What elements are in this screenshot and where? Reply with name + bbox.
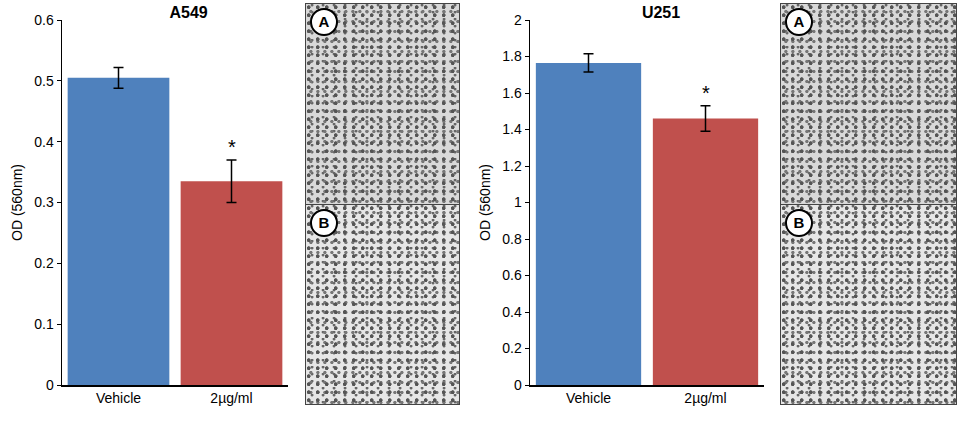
svg-text:0: 0 <box>46 377 54 393</box>
svg-text:0.6: 0.6 <box>502 267 522 283</box>
svg-text:A549: A549 <box>169 4 207 21</box>
svg-text:*: * <box>228 136 236 158</box>
svg-text:0: 0 <box>514 377 522 393</box>
svg-text:0.8: 0.8 <box>502 231 522 247</box>
svg-text:1.6: 1.6 <box>502 85 522 101</box>
svg-text:2µg/ml: 2µg/ml <box>210 390 252 406</box>
svg-text:*: * <box>702 82 710 104</box>
html-text:A: A <box>318 13 330 30</box>
svg-text:1.2: 1.2 <box>502 158 522 174</box>
svg-text:Vehicle: Vehicle <box>96 390 141 406</box>
svg-text:0.2: 0.2 <box>502 340 522 356</box>
svg-text:0.3: 0.3 <box>34 194 54 210</box>
svg-text:0.4: 0.4 <box>34 134 54 150</box>
svg-text:0.4: 0.4 <box>502 304 522 320</box>
html-text:A: A <box>793 13 805 30</box>
svg-text:0.5: 0.5 <box>34 73 54 89</box>
svg-text:0.6: 0.6 <box>34 12 54 28</box>
svg-text:1.8: 1.8 <box>502 48 522 64</box>
html-text:B: B <box>793 214 805 231</box>
svg-text:U251: U251 <box>642 4 680 21</box>
svg-text:0.2: 0.2 <box>34 255 54 271</box>
svg-text:OD (560nm): OD (560nm) <box>9 164 25 241</box>
svg-text:1: 1 <box>514 194 522 210</box>
svg-text:Vehicle: Vehicle <box>566 390 611 406</box>
svg-text:0.1: 0.1 <box>34 316 54 332</box>
svg-text:1.4: 1.4 <box>502 121 522 137</box>
svg-text:2µg/ml: 2µg/ml <box>684 390 726 406</box>
svg-text:OD (560nm): OD (560nm) <box>477 164 493 241</box>
svg-text:2: 2 <box>514 12 522 28</box>
html-text:B: B <box>318 214 330 231</box>
